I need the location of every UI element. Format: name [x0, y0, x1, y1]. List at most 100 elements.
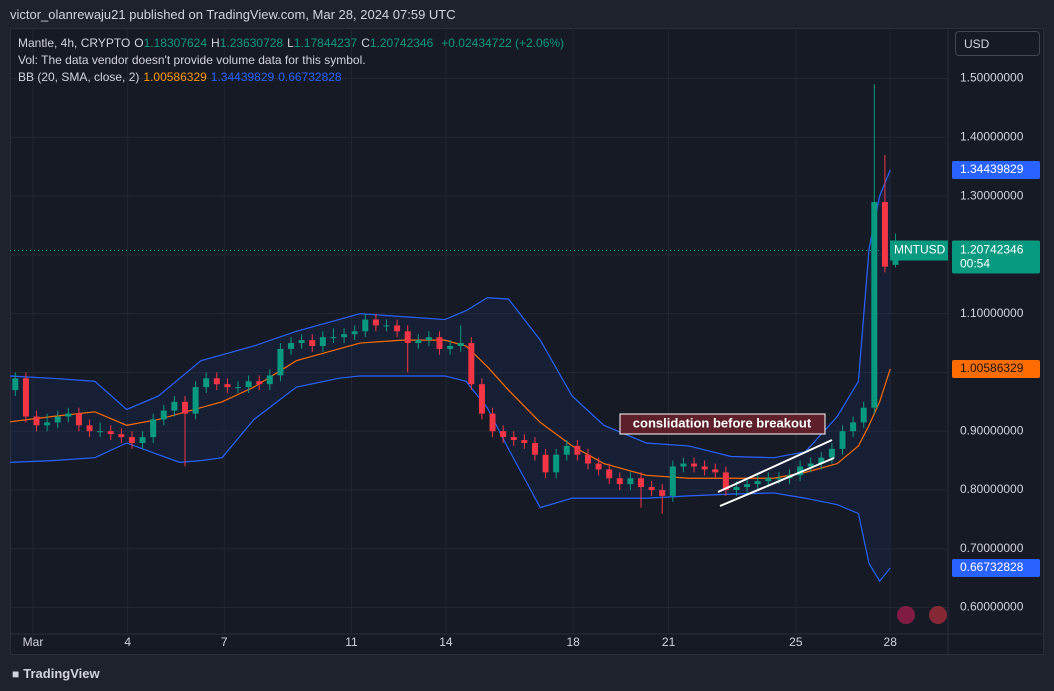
countdown: 00:54	[960, 257, 990, 271]
candle-body	[828, 448, 835, 458]
ohlc: O1.18307624 H1.23630728 L1.17844237 C1.2074…	[134, 36, 437, 50]
candle-body	[606, 469, 613, 479]
ohlc-value: 1.20742346	[369, 36, 434, 50]
candle-body	[595, 463, 602, 470]
bb-value: 0.66732828	[278, 70, 342, 84]
candle-body	[563, 445, 570, 455]
candle-body	[86, 425, 93, 432]
y-tick-label: 1.50000000	[960, 71, 1024, 85]
ohlc-key: O	[134, 36, 144, 50]
candle-body	[807, 463, 814, 467]
trend-line	[717, 439, 833, 493]
candle-body	[44, 422, 51, 426]
candle-body	[65, 413, 72, 417]
candle-body	[818, 457, 825, 464]
y-tick-label: 1.30000000	[960, 188, 1024, 202]
candle-body	[500, 431, 507, 438]
candle-body	[871, 201, 878, 408]
candle-body	[468, 343, 475, 385]
candle-body	[150, 419, 157, 438]
band-tag-label: 1.00586329	[960, 361, 1024, 375]
x-tick-label: 14	[439, 635, 453, 649]
candle-body	[192, 387, 199, 414]
ohlc-key: H	[211, 36, 220, 50]
candle-body	[712, 469, 719, 473]
candle-body	[181, 401, 188, 414]
candle-body	[616, 478, 623, 485]
candle-body	[75, 413, 82, 426]
candle-body	[128, 437, 135, 443]
y-tick-label: 0.90000000	[960, 423, 1024, 437]
candle-body	[850, 422, 857, 432]
candle-body	[627, 478, 634, 485]
x-tick-label: 11	[345, 635, 358, 649]
candle-body	[383, 325, 390, 327]
band-tag	[952, 359, 1040, 378]
candle-body	[256, 381, 263, 385]
annotation: conslidation before breakout	[633, 415, 812, 430]
band-tag	[952, 161, 1040, 180]
candle-body	[139, 437, 146, 443]
ohlc-value: 1.17844237	[293, 36, 358, 50]
ohlc-key: C	[361, 36, 370, 50]
candle-body	[33, 416, 40, 426]
trend-line	[719, 457, 835, 507]
x-tick-label: 28	[884, 635, 898, 649]
y-tick-label: 0.70000000	[960, 541, 1024, 555]
legend-row: Mantle, 4h, CRYPTO O1.18307624 H1.23630728…	[18, 35, 568, 52]
x-tick-label: 18	[566, 635, 580, 649]
symbol-tag	[890, 240, 948, 261]
candle-body	[298, 340, 305, 344]
candle-body	[372, 319, 379, 326]
candle-body	[245, 381, 252, 388]
y-tick-label: 1.10000000	[960, 306, 1024, 320]
candle-body	[351, 331, 358, 335]
y-tick-label: 0.80000000	[960, 482, 1024, 496]
event-icon[interactable]	[897, 606, 915, 624]
event-icon[interactable]	[929, 606, 947, 624]
candle-body	[404, 331, 411, 344]
symbol-title: Mantle, 4h, CRYPTO	[18, 36, 131, 50]
logo: ■	[12, 667, 20, 681]
currency-button[interactable]: USD	[955, 31, 1040, 56]
candle-body	[160, 410, 167, 420]
candle-body	[691, 463, 698, 467]
candle-body	[531, 442, 538, 455]
ohlc-key: L	[287, 36, 294, 50]
candle-body	[330, 337, 337, 339]
candle-body	[669, 466, 676, 496]
band-tag-label: 0.66732828	[960, 560, 1024, 574]
candle-body	[489, 413, 496, 432]
bb-value: 1.34439829	[210, 70, 275, 84]
x-tick-label: 21	[662, 635, 676, 649]
vol-note: Vol: The data vendor doesn't provide vol…	[18, 53, 366, 67]
change: +0.02434722 (+2.06%)	[441, 36, 565, 50]
ohlc-value: 1.23630728	[219, 36, 284, 50]
candle-body	[447, 345, 454, 349]
candle-body	[733, 487, 740, 490]
candle-body	[425, 337, 432, 341]
candle-body	[415, 340, 422, 344]
candle-body	[797, 466, 804, 476]
candle-body	[680, 463, 687, 467]
brand-name: TradingView	[23, 666, 100, 681]
candle-body	[319, 337, 326, 346]
bb-fill	[10, 170, 891, 582]
candle-body	[638, 478, 645, 488]
candle-body	[584, 454, 591, 464]
x-tick-label: 7	[221, 635, 228, 649]
candle-body	[765, 478, 772, 482]
x-tick-label: 25	[789, 635, 803, 649]
published-line: victor_olanrewaju21 published on Trading…	[10, 7, 456, 22]
price-tag	[952, 240, 1040, 274]
candle-body	[775, 478, 782, 480]
bb-line	[9, 375, 891, 583]
candle-body	[839, 431, 846, 449]
candle-body	[277, 348, 284, 376]
candle-body	[203, 378, 210, 388]
legend: Mantle, 4h, CRYPTO O1.18307624 H1.23630728…	[18, 35, 568, 86]
y-tick-label: 0.60000000	[960, 600, 1024, 614]
candle-body	[213, 378, 220, 385]
candle-body	[97, 431, 104, 433]
